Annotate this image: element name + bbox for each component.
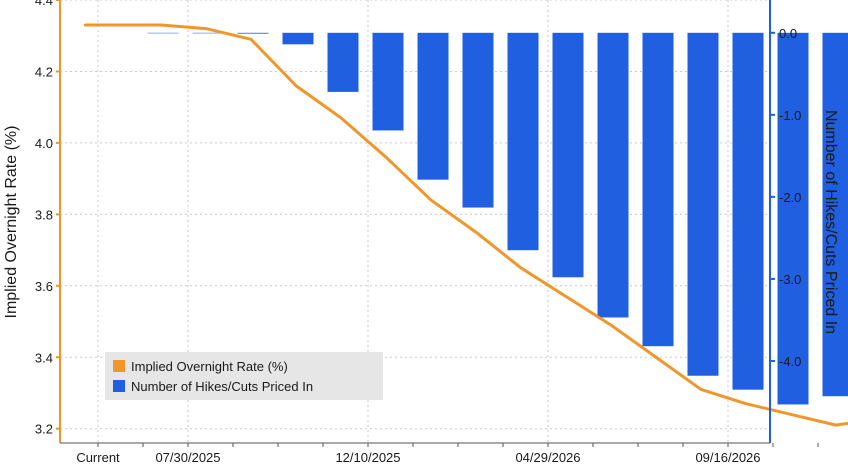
bar-13	[732, 32, 764, 390]
legend-swatch-hikes-cuts	[113, 380, 125, 392]
right-axis-title: Number of Hikes/Cuts Priced In	[822, 110, 839, 334]
rate-point-12	[654, 356, 658, 359]
rate-point-16	[834, 423, 838, 427]
left-tick-label-3: 3.8	[35, 207, 53, 222]
bar-1	[192, 32, 224, 34]
rate-point-7	[429, 198, 433, 202]
rate-point-9	[519, 266, 523, 270]
rate-point-4	[294, 84, 298, 87]
bar-15	[822, 32, 848, 397]
rate-point-13	[699, 388, 703, 391]
rate-point-14	[744, 402, 748, 405]
legend-label-rate: Implied Overnight Rate (%)	[131, 359, 288, 374]
rate-line	[85, 23, 848, 427]
bar-5	[372, 32, 404, 131]
right-tick-label-4: -4.0	[779, 354, 801, 369]
legend-background	[105, 352, 383, 400]
left-tick-label-5: 4.2	[35, 64, 53, 79]
bar-4	[327, 32, 359, 92]
rate-point-6	[384, 155, 388, 159]
legend: Implied Overnight Rate (%) Number of Hik…	[105, 352, 383, 400]
rate-point-8	[474, 231, 478, 234]
left-tick-label-1: 3.4	[35, 350, 53, 365]
right-tick-label-3: -3.0	[779, 272, 801, 287]
bar-12	[687, 32, 719, 376]
right-tick-label-0: 0.0	[779, 26, 797, 41]
bar-2	[237, 32, 269, 34]
left-tick-label-6: 4.4	[35, 0, 53, 8]
bar-3	[282, 32, 314, 45]
x-tick-label-2: 12/10/2025	[335, 450, 400, 465]
rate-point-0	[83, 23, 87, 27]
legend-label-hikes-cuts: Number of Hikes/Cuts Priced In	[131, 379, 313, 394]
x-tick-label-0: Current	[76, 450, 120, 465]
x-tick-label-1: 07/30/2025	[155, 450, 220, 465]
rate-point-2	[204, 27, 208, 30]
left-tick-label-2: 3.6	[35, 279, 53, 294]
rate-point-1	[159, 23, 163, 27]
bar-10	[597, 32, 629, 318]
right-tick-label-2: -2.0	[779, 190, 801, 205]
bar-9	[552, 32, 584, 278]
left-tick-label-0: 3.2	[35, 422, 53, 437]
rate-point-11	[609, 323, 613, 327]
bar-8	[507, 32, 539, 251]
bar-14	[777, 32, 809, 405]
left-tick-label-4: 4.0	[35, 136, 53, 151]
legend-swatch-rate	[113, 360, 125, 372]
bar-0	[147, 32, 179, 34]
rate-point-10	[564, 295, 568, 298]
x-tick-label-4: 09/16/2026	[695, 450, 760, 465]
bar-7	[462, 32, 494, 208]
x-tick-label-3: 04/29/2026	[515, 450, 580, 465]
rate-point-3	[249, 38, 253, 41]
right-tick-label-1: -1.0	[779, 108, 801, 123]
bar-6	[417, 32, 449, 180]
axes-layer	[59, 0, 771, 444]
rate-point-15	[789, 413, 793, 416]
ticks-layer: 3.2 3.4 3.6 3.8 4.0 4.2 4.4 0.0 -1.0 -2.0 -3.0 -4.0…	[35, 0, 819, 465]
rate-point-5	[339, 116, 343, 120]
line-layer	[83, 23, 848, 427]
left-axis-title: Implied Overnight Rate (%)	[3, 126, 20, 319]
bars-layer	[147, 32, 848, 405]
bar-11	[642, 32, 674, 347]
